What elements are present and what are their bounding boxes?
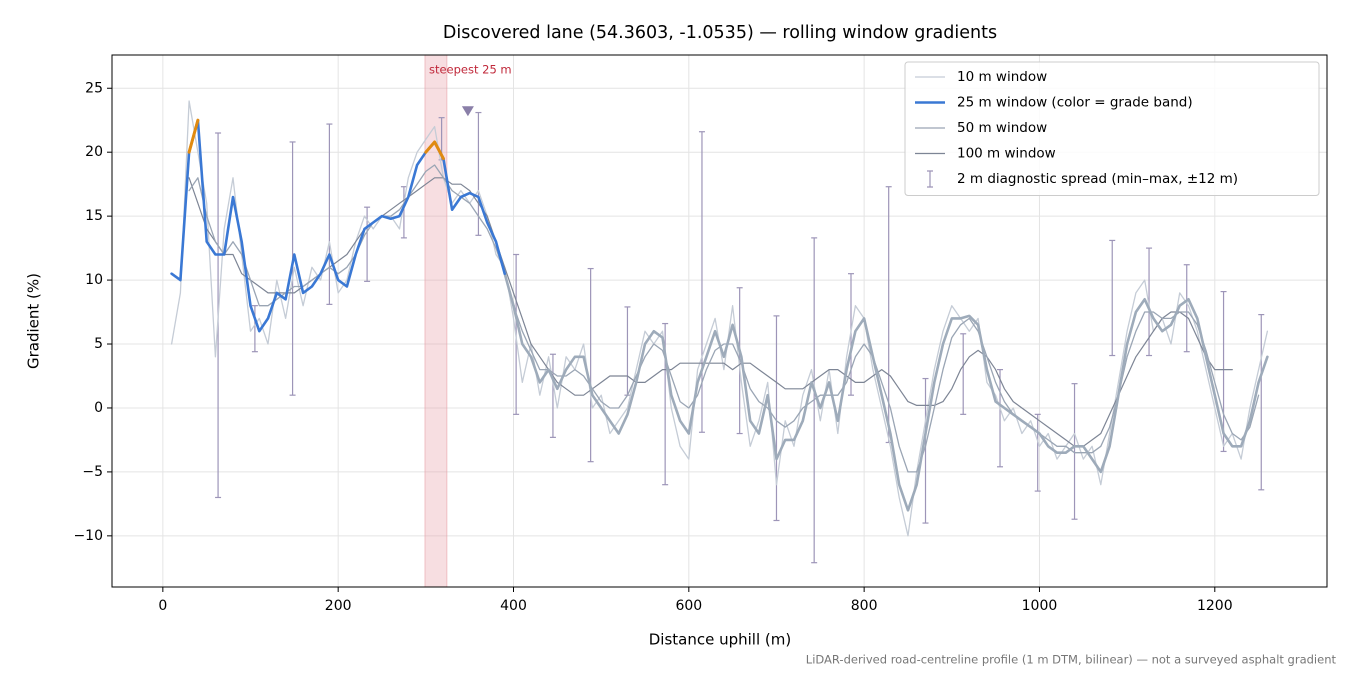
legend-label: 2 m diagnostic spread (min–max, ±12 m) [957, 171, 1238, 187]
y-tick-label: 0 [94, 400, 103, 416]
error-bar [1220, 290, 1227, 453]
error-bar [1183, 264, 1190, 353]
annotation: steepest 25 m [429, 63, 512, 77]
error-bar [587, 267, 594, 463]
grade-band-line [424, 140, 445, 161]
legend-label: 100 m window [957, 146, 1056, 162]
error-bar [400, 186, 407, 239]
x-tick-label: 400 [500, 598, 527, 614]
chart-title: Discovered lane (54.3603, -1.0535) — rol… [443, 23, 997, 43]
y-tick-label: 10 [85, 272, 103, 288]
error-bar [1109, 239, 1116, 357]
series-line [170, 118, 506, 333]
marker [461, 106, 474, 117]
x-tick-label: 800 [851, 598, 878, 614]
y-tick-label: 25 [85, 80, 103, 96]
line-connector [503, 272, 515, 307]
series-line [512, 298, 1269, 512]
series-line [188, 177, 1233, 447]
x-tick-label: 600 [675, 598, 702, 614]
legend-swatch [927, 170, 933, 188]
plot-frame [111, 54, 1328, 588]
x-tick-label: 0 [158, 598, 167, 614]
error-bar [624, 306, 631, 396]
error-bar [549, 353, 556, 438]
error-bar [773, 315, 780, 522]
x-axis-label: Distance uphill (m) [649, 631, 791, 649]
error-bar [1071, 383, 1078, 520]
error-bar [1258, 314, 1265, 491]
error-bar [326, 123, 333, 305]
error-bar [475, 111, 482, 236]
legend-box [904, 61, 1320, 196]
x-tick-label: 1000 [1022, 598, 1058, 614]
legend-label: 25 m window (color = grade band) [957, 95, 1193, 111]
x-tick-label: 1200 [1197, 598, 1233, 614]
series-line [188, 164, 1260, 473]
error-bar [997, 368, 1004, 468]
legend-label: 10 m window [957, 69, 1047, 85]
footnote: LiDAR-derived road-centreline profile (1… [806, 653, 1337, 667]
legend-label: 50 m window [957, 120, 1047, 136]
grade-band-line [187, 118, 200, 154]
y-tick-label: 5 [94, 336, 103, 352]
error-bar [922, 377, 929, 524]
error-bar [364, 206, 371, 282]
y-axis-label: Gradient (%) [25, 273, 43, 369]
error-bar [960, 333, 967, 415]
x-tick-label: 200 [325, 598, 352, 614]
y-tick-label: 15 [85, 208, 103, 224]
error-bar [1034, 413, 1041, 492]
error-bar [251, 305, 258, 353]
y-tick-label: −10 [73, 528, 103, 544]
y-tick-label: −5 [82, 464, 103, 480]
y-tick-label: 20 [85, 144, 103, 160]
